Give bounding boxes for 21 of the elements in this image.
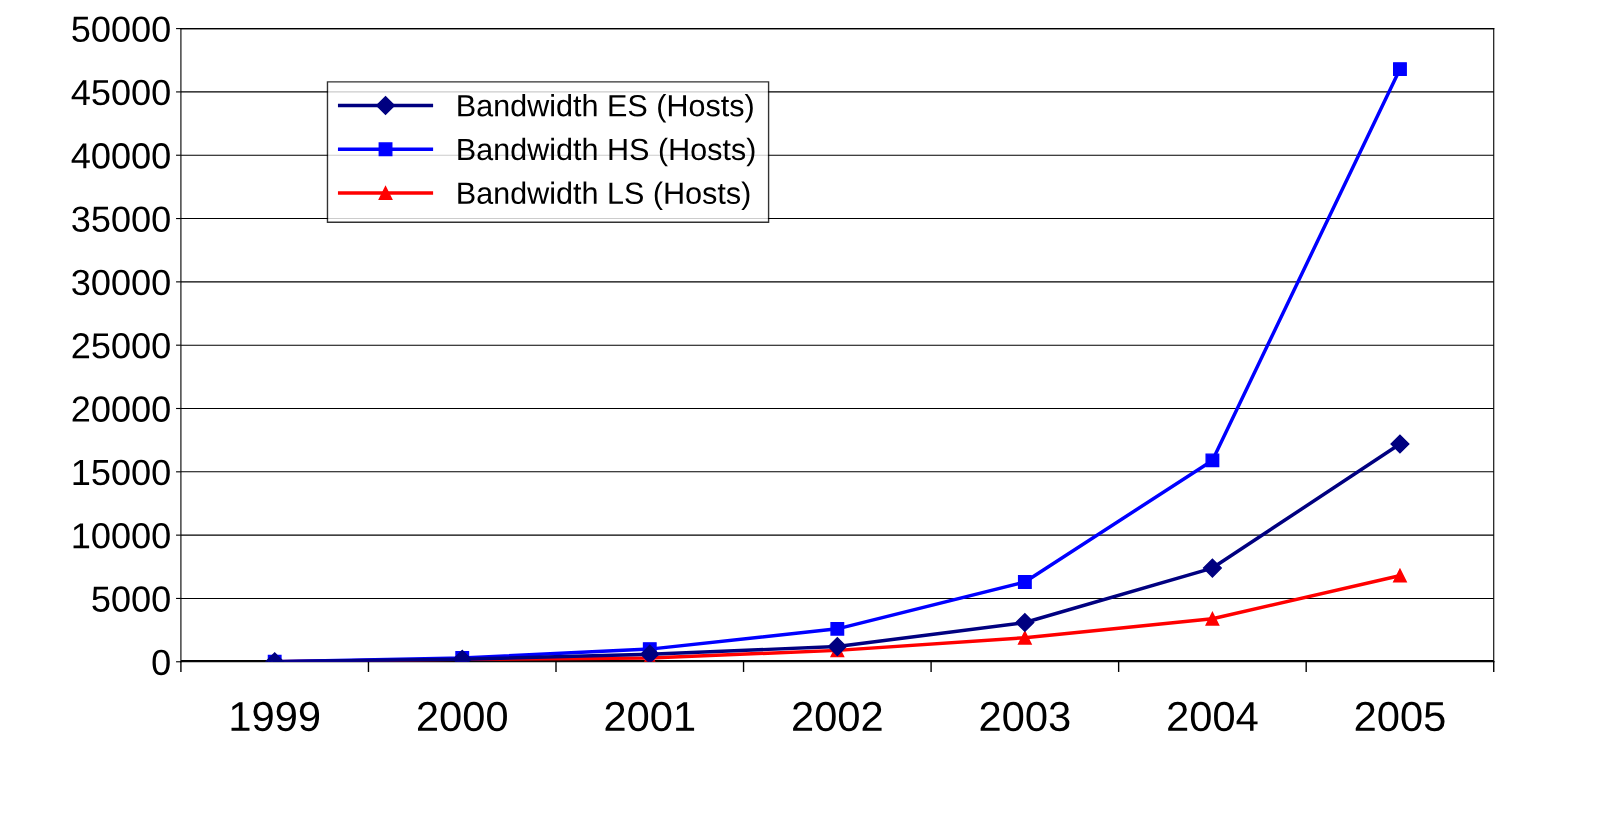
y-tick-label: 35000: [72, 206, 170, 232]
x-tick-label: 2001: [605, 701, 695, 732]
x-tick-label: 2002: [793, 701, 882, 732]
x-tick-label: 2000: [417, 701, 507, 732]
x-tick-label: 2003: [980, 701, 1070, 732]
y-tick-label: 5000: [92, 586, 170, 612]
y-tick-label: 40000: [71, 143, 170, 169]
y-tick-label: 10000: [73, 523, 170, 549]
legend-label: Bandwidth ES (Hosts): [458, 94, 753, 123]
y-tick-label: 25000: [72, 333, 170, 359]
y-tick-label: 15000: [73, 459, 170, 486]
y-tick-label: 50000: [72, 16, 170, 43]
x-tick-label: 2005: [1355, 701, 1445, 732]
y-tick-label: 45000: [71, 79, 170, 106]
legend-label: Bandwidth LS (Hosts): [458, 181, 750, 211]
y-tick-label: 30000: [72, 269, 170, 296]
y-tick-label: 0: [152, 649, 170, 676]
legend-label: Bandwidth HS (Hosts): [458, 137, 755, 167]
x-tick-label: 1999: [231, 701, 320, 732]
x-tick-label: 2004: [1168, 701, 1258, 732]
y-tick-label: 20000: [72, 396, 170, 422]
